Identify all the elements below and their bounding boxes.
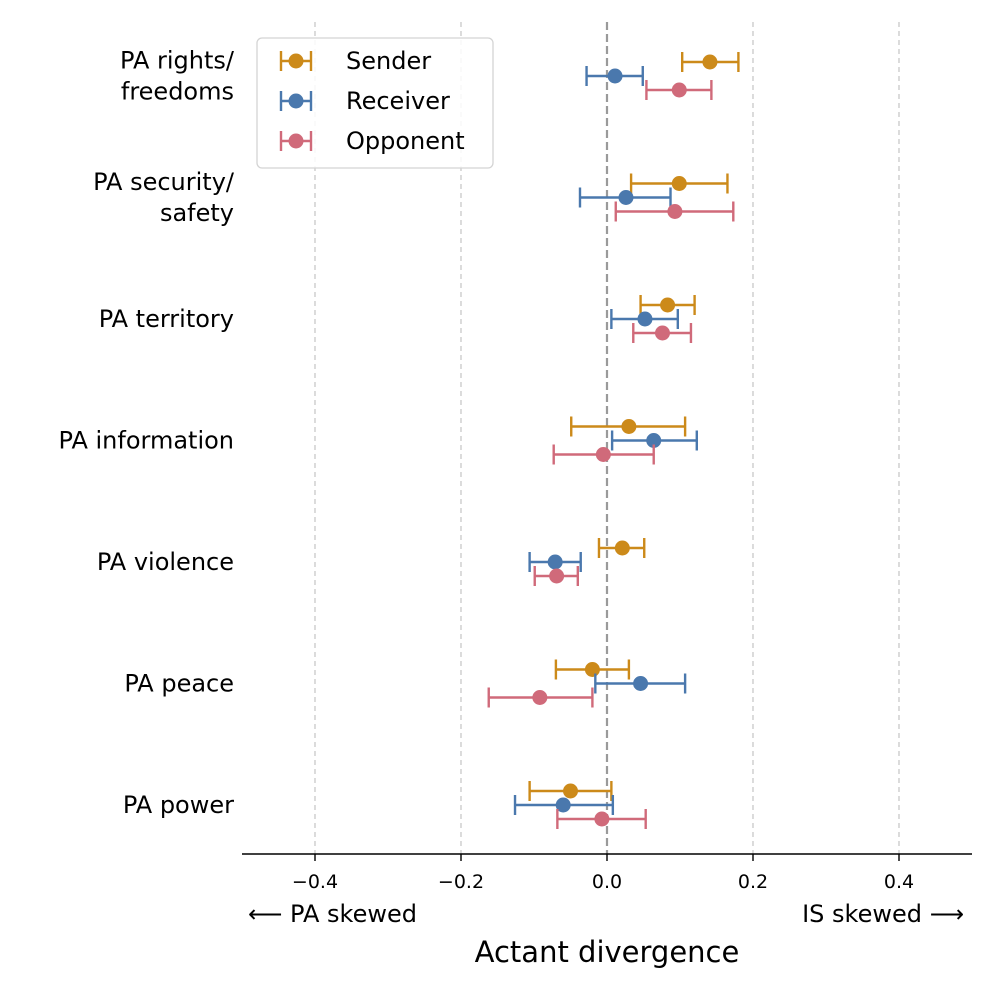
data-point <box>654 325 670 341</box>
x-axis-title: Actant divergence <box>475 935 740 969</box>
x-tick-label: 0.2 <box>738 871 768 893</box>
data-point <box>671 82 687 98</box>
category-labels: PA rights/freedoms PA security/safety PA t… <box>59 47 235 820</box>
data-point <box>532 690 548 705</box>
legend-swatch-marker <box>288 93 304 109</box>
data-point <box>637 311 653 327</box>
data-point <box>595 447 611 462</box>
legend-label: Sender <box>346 47 431 75</box>
category-label: PA violence <box>97 548 234 576</box>
legend-label: Opponent <box>346 127 465 155</box>
data-point <box>633 676 649 691</box>
legend-swatch-marker <box>288 53 304 69</box>
category-label: PA security/safety <box>93 168 235 227</box>
category-label: PA territory <box>99 305 234 333</box>
data-point <box>618 190 634 205</box>
x-tick-label: 0.4 <box>884 871 914 893</box>
data-point <box>555 797 571 813</box>
data-point <box>646 433 662 448</box>
data-point <box>594 811 610 827</box>
legend-item-sender: Sender <box>279 47 431 75</box>
legend: Sender Receiver Opponent <box>256 37 494 169</box>
pa-skewed-annotation: ⟵ PA skewed <box>248 900 417 928</box>
x-axis: −0.4 −0.2 0.0 0.2 0.4 <box>242 853 972 893</box>
legend-label: Receiver <box>346 87 450 115</box>
category-label: PA information <box>59 427 235 455</box>
data-point <box>607 68 623 84</box>
legend-box <box>256 37 494 169</box>
x-tick-label: 0.0 <box>592 871 622 893</box>
data-point <box>549 568 565 584</box>
data-point <box>660 297 676 313</box>
category-label: PA power <box>123 791 234 819</box>
marks-layer <box>487 52 740 829</box>
x-tick-label: −0.4 <box>292 871 338 893</box>
series-opponent <box>487 80 735 829</box>
is-skewed-annotation: IS skewed ⟶ <box>802 900 964 928</box>
x-tick-label: −0.2 <box>438 871 484 893</box>
data-point <box>614 540 630 556</box>
data-point <box>547 554 563 570</box>
data-point <box>671 176 687 191</box>
data-point <box>584 662 600 677</box>
category-label: PA rights/freedoms <box>120 47 235 106</box>
series-sender <box>528 52 740 801</box>
data-point <box>702 54 718 70</box>
legend-item-receiver: Receiver <box>279 87 450 115</box>
data-point <box>621 419 637 434</box>
data-point <box>563 783 578 799</box>
legend-item-opponent: Opponent <box>279 127 465 155</box>
category-label: PA peace <box>124 670 234 698</box>
data-point <box>667 204 683 219</box>
series-receiver <box>513 66 698 815</box>
legend-swatch-marker <box>288 133 304 149</box>
